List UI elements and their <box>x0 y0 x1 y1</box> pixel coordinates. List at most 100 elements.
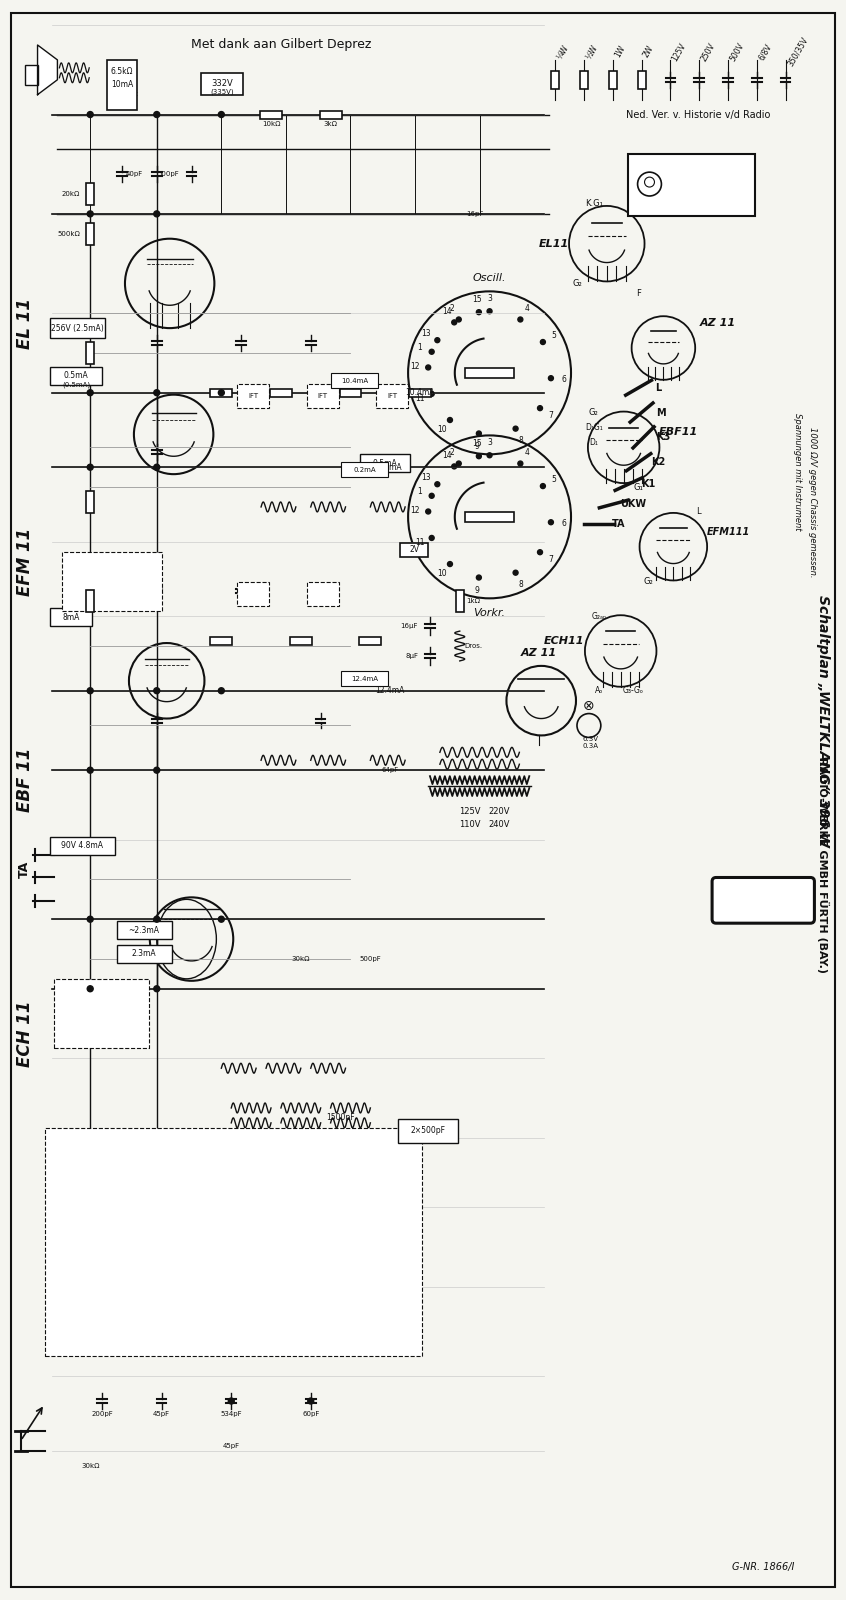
Text: 256V (2.5mA): 256V (2.5mA) <box>51 323 104 333</box>
Bar <box>51 318 105 338</box>
Circle shape <box>435 338 440 342</box>
Text: 5: 5 <box>552 331 557 341</box>
Circle shape <box>514 570 518 574</box>
Text: 332V: 332V <box>212 80 233 88</box>
Text: UKW: UKW <box>621 499 646 509</box>
Circle shape <box>154 390 160 395</box>
Text: NVHR: NVHR <box>681 189 717 203</box>
Text: 0.2mA: 0.2mA <box>353 467 376 474</box>
Circle shape <box>154 917 160 922</box>
Text: 125V: 125V <box>459 808 481 816</box>
Text: 350/35V: 350/35V <box>786 35 810 69</box>
Circle shape <box>541 483 546 488</box>
Circle shape <box>87 688 93 694</box>
Circle shape <box>154 986 160 992</box>
Text: 90V 4.8mA: 90V 4.8mA <box>61 842 103 850</box>
Polygon shape <box>37 45 58 94</box>
Text: TA: TA <box>612 518 625 530</box>
Bar <box>331 373 378 387</box>
Bar <box>290 637 311 645</box>
Bar <box>456 590 464 613</box>
Text: K1: K1 <box>641 478 656 490</box>
Bar <box>237 582 269 606</box>
Text: 8μF: 8μF <box>405 653 418 659</box>
Bar <box>409 389 431 397</box>
Text: F: F <box>636 290 641 298</box>
Bar <box>341 670 388 686</box>
Circle shape <box>426 365 431 370</box>
Text: 1kΩ: 1kΩ <box>467 598 481 605</box>
Text: 1000 Ω/V gegen Chassis gemessen.: 1000 Ω/V gegen Chassis gemessen. <box>808 427 817 578</box>
Text: RADIO-WERKE GMBH FÜRTH (BAY.): RADIO-WERKE GMBH FÜRTH (BAY.) <box>817 757 829 973</box>
FancyBboxPatch shape <box>712 877 815 923</box>
Text: 14: 14 <box>442 307 452 317</box>
Bar <box>201 74 243 94</box>
Circle shape <box>308 1398 314 1405</box>
Circle shape <box>154 768 160 773</box>
Text: 8: 8 <box>519 435 524 445</box>
Bar <box>51 608 92 626</box>
Bar <box>360 454 410 472</box>
Text: 200pF: 200pF <box>91 1411 113 1418</box>
Bar <box>211 637 233 645</box>
Text: ECH 11: ECH 11 <box>15 1000 34 1067</box>
Bar <box>638 70 645 88</box>
Circle shape <box>80 1013 85 1016</box>
Circle shape <box>429 349 434 354</box>
Bar <box>341 462 388 477</box>
Circle shape <box>548 376 553 381</box>
Circle shape <box>218 917 224 922</box>
Circle shape <box>514 426 518 430</box>
Text: 10mA: 10mA <box>111 80 133 90</box>
Bar <box>86 491 94 514</box>
Text: ¼W: ¼W <box>555 43 570 61</box>
Text: AZ 11: AZ 11 <box>521 648 558 658</box>
Bar <box>25 66 37 85</box>
Text: 60pF: 60pF <box>302 1411 320 1418</box>
Text: 2×500pF: 2×500pF <box>410 1126 446 1136</box>
Circle shape <box>154 688 160 694</box>
Text: EL 11: EL 11 <box>15 298 34 349</box>
Text: 2: 2 <box>450 304 454 312</box>
Text: 12: 12 <box>410 506 420 515</box>
Bar <box>376 384 408 408</box>
Text: (0.5mA): (0.5mA) <box>63 381 91 387</box>
Text: 4: 4 <box>525 448 530 458</box>
Text: 7: 7 <box>548 555 553 565</box>
Text: ECH11: ECH11 <box>544 637 585 646</box>
Text: 15: 15 <box>472 294 481 304</box>
Bar <box>307 384 338 408</box>
Circle shape <box>487 453 492 458</box>
Text: 30kΩ: 30kΩ <box>81 1462 100 1469</box>
Circle shape <box>218 112 224 117</box>
Text: EFM 11: EFM 11 <box>15 528 34 595</box>
Text: 250V: 250V <box>699 42 717 62</box>
Bar <box>237 384 269 408</box>
Text: 3: 3 <box>487 438 492 446</box>
Text: G₂: G₂ <box>589 408 599 418</box>
Text: G-NR. 1866/I: G-NR. 1866/I <box>732 1562 794 1571</box>
Text: Oscill.: Oscill. <box>473 274 506 283</box>
Text: D₁G₁: D₁G₁ <box>585 422 602 432</box>
Text: 0.5mA: 0.5mA <box>373 459 398 467</box>
Text: 13: 13 <box>421 474 431 482</box>
Circle shape <box>541 339 546 344</box>
Text: Aₒ: Aₒ <box>595 686 603 696</box>
Text: 9: 9 <box>475 442 479 451</box>
Text: 534pF: 534pF <box>221 1411 242 1418</box>
Text: 3: 3 <box>487 294 492 302</box>
Bar <box>260 110 282 118</box>
Text: 12.4mA: 12.4mA <box>351 675 378 682</box>
Bar <box>211 389 233 397</box>
Text: 6: 6 <box>562 374 566 384</box>
Text: EL11: EL11 <box>539 238 569 248</box>
Text: Vorkr.: Vorkr. <box>474 608 506 618</box>
Text: ½W: ½W <box>584 43 599 61</box>
Text: 16μF: 16μF <box>400 622 418 629</box>
Text: 125V: 125V <box>670 42 688 62</box>
Circle shape <box>429 392 434 397</box>
Bar <box>400 542 428 557</box>
Text: GRUNDIG: GRUNDIG <box>719 891 806 909</box>
Text: 6/8V: 6/8V <box>757 42 773 62</box>
Text: 12.4mA: 12.4mA <box>376 686 405 696</box>
